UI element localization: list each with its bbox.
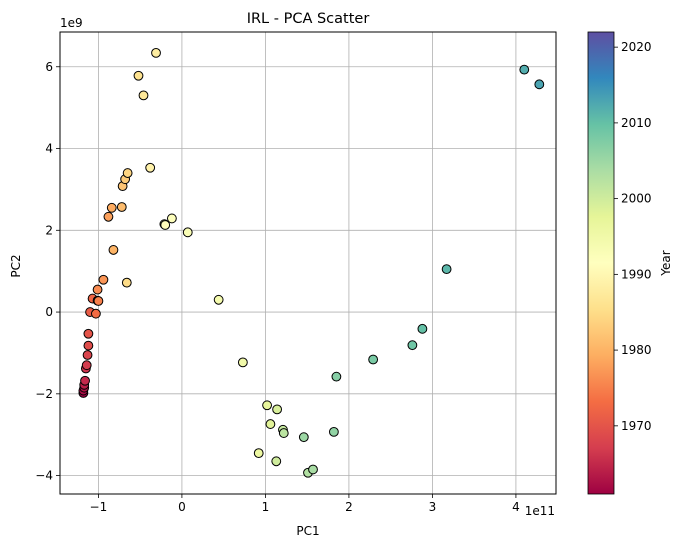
scatter-point bbox=[331, 371, 342, 382]
scatter-point bbox=[271, 456, 282, 467]
scatter-point bbox=[91, 308, 101, 319]
scatter-points bbox=[78, 47, 545, 478]
colorbar-tick-label: 2020 bbox=[621, 40, 652, 54]
scatter-point bbox=[151, 47, 161, 58]
scatter-point bbox=[92, 284, 103, 295]
colorbar-tick-label: 2010 bbox=[621, 116, 652, 130]
x-tick-label: 2 bbox=[345, 500, 353, 514]
scatter-point bbox=[237, 357, 248, 368]
scatter-point bbox=[122, 168, 133, 178]
y-axis-offset-label: 1e9 bbox=[60, 16, 83, 30]
x-tick-label: 3 bbox=[429, 500, 437, 514]
scatter-point bbox=[138, 90, 149, 101]
scatter-point bbox=[328, 426, 339, 437]
scatter-point bbox=[441, 264, 452, 275]
scatter-point bbox=[121, 277, 132, 288]
scatter-point bbox=[519, 64, 530, 75]
scatter-point bbox=[83, 328, 94, 339]
y-tick-label: 0 bbox=[45, 305, 53, 319]
scatter-point bbox=[160, 220, 171, 230]
scatter-point bbox=[182, 227, 193, 238]
x-tick-label: 1 bbox=[262, 500, 270, 514]
scatter-point bbox=[298, 432, 309, 443]
scatter-point bbox=[80, 375, 90, 386]
colorbar-ticks: 1970 1980 1990 2000 2010 2020 bbox=[614, 40, 652, 433]
scatter-point bbox=[106, 202, 117, 213]
x-tick-label: 0 bbox=[178, 500, 186, 514]
colorbar-tick-label: 1980 bbox=[621, 343, 652, 357]
x-axis-label: PC1 bbox=[296, 524, 319, 538]
colorbar-label: Year bbox=[659, 250, 673, 276]
scatter-point bbox=[407, 340, 418, 351]
x-tick-label: 4 bbox=[512, 500, 520, 514]
scatter-point bbox=[116, 202, 127, 212]
scatter-point bbox=[213, 294, 224, 305]
scatter-point bbox=[417, 323, 428, 334]
chart-title: IRL - PCA Scatter bbox=[247, 11, 370, 27]
scatter-point bbox=[272, 404, 283, 415]
y-tick-label: −2 bbox=[35, 387, 53, 401]
scatter-point bbox=[368, 354, 379, 365]
scatter-point bbox=[166, 213, 177, 224]
scatter-point bbox=[98, 274, 109, 285]
scatter-point bbox=[93, 296, 104, 306]
scatter-point bbox=[265, 419, 276, 429]
x-tick-label: −1 bbox=[90, 500, 108, 514]
scatter-point bbox=[108, 245, 119, 255]
y-tick-label: 4 bbox=[45, 142, 53, 156]
scatter-point bbox=[103, 211, 114, 222]
scatter-point bbox=[308, 464, 318, 475]
scatter-point bbox=[81, 360, 92, 371]
y-axis-ticks: −4 −2 0 2 4 6 bbox=[35, 60, 60, 483]
y-tick-label: −4 bbox=[35, 469, 53, 483]
scatter-point bbox=[253, 448, 264, 459]
scatter-point bbox=[82, 350, 93, 360]
plot-area-frame bbox=[59, 31, 557, 495]
scatter-point bbox=[534, 79, 545, 90]
scatter-point bbox=[278, 428, 289, 438]
scatter-point bbox=[145, 162, 156, 173]
colorbar-tick-label: 2000 bbox=[621, 192, 652, 206]
y-tick-label: 6 bbox=[45, 60, 53, 74]
colorbar-tick-label: 1990 bbox=[621, 267, 652, 281]
scatter-point bbox=[83, 340, 94, 351]
x-axis-offset-label: 1e11 bbox=[525, 504, 555, 518]
scatter-point bbox=[262, 400, 272, 411]
scatter-point bbox=[133, 70, 144, 81]
colorbar bbox=[587, 31, 615, 495]
colorbar-tick-label: 1970 bbox=[621, 419, 652, 433]
x-axis-ticks: −1 0 1 2 3 4 bbox=[90, 494, 520, 514]
grid-lines bbox=[60, 32, 556, 494]
y-tick-label: 2 bbox=[45, 223, 53, 237]
y-axis-label: PC2 bbox=[9, 254, 23, 277]
